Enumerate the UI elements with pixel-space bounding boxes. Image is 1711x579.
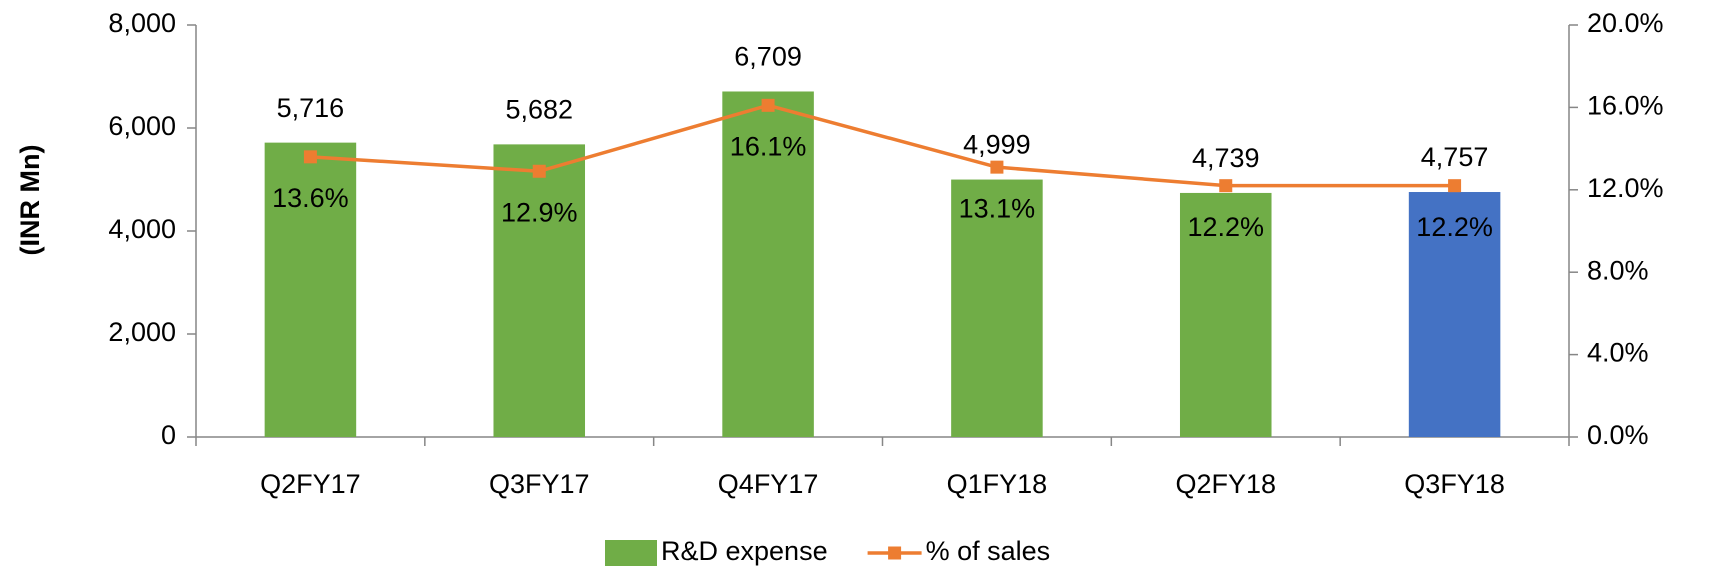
legend-label: % of sales [926,536,1051,566]
bar [493,144,586,437]
y2-tick-label: 8.0% [1587,255,1649,285]
x-tick-label: Q2FY17 [260,469,361,499]
y-axis-title: (INR Mn) [15,145,45,256]
line-marker [1219,179,1233,193]
line-value-label: 13.6% [272,183,349,213]
line [310,103,1455,188]
bar-value-label: 5,716 [277,93,345,123]
bar [951,179,1043,437]
bar-value-label: 4,999 [963,130,1031,160]
y2-tick-label: 0.0% [1587,420,1649,450]
y2-tick-label: 16.0% [1587,91,1664,121]
x-tick-label: Q1FY18 [947,469,1048,499]
line-value-label: 12.2% [1416,212,1493,242]
line-value-label: 12.2% [1187,212,1264,242]
y2-tick-label: 12.0% [1587,173,1664,203]
x-tick-label: Q3FY18 [1404,469,1505,499]
bar [1408,192,1501,437]
x-tick-label: Q3FY17 [489,469,590,499]
y-tick-label: 2,000 [108,317,176,347]
y-tick-label: 4,000 [108,214,176,244]
bar-value-label: 5,682 [505,95,573,125]
line-value-label: 13.1% [959,193,1036,223]
line-marker [990,160,1004,174]
x-tick-label: Q4FY17 [718,469,819,499]
legend-label: R&D expense [661,536,828,566]
x-tick-label: Q2FY18 [1175,469,1276,499]
bar [264,142,357,437]
line-marker [1448,179,1462,193]
bar-value-label: 4,739 [1192,143,1260,173]
y2-tick-label: 20.0% [1587,8,1664,38]
y-tick-label: 0 [161,420,176,450]
line-value-label: 12.9% [501,197,578,227]
y-tick-label: 8,000 [108,8,176,38]
legend-swatch-marker [888,546,902,560]
line-value-label: 16.1% [730,131,807,161]
line-marker [532,164,546,178]
bar-value-label: 6,709 [734,42,802,72]
y-tick-label: 6,000 [108,111,176,141]
bar-value-label: 4,757 [1421,142,1489,172]
legend-swatch [605,540,657,566]
bar [1179,192,1272,437]
bar [722,91,814,437]
y2-tick-label: 4.0% [1587,338,1649,368]
line-marker [761,98,775,112]
line-marker [303,150,317,164]
